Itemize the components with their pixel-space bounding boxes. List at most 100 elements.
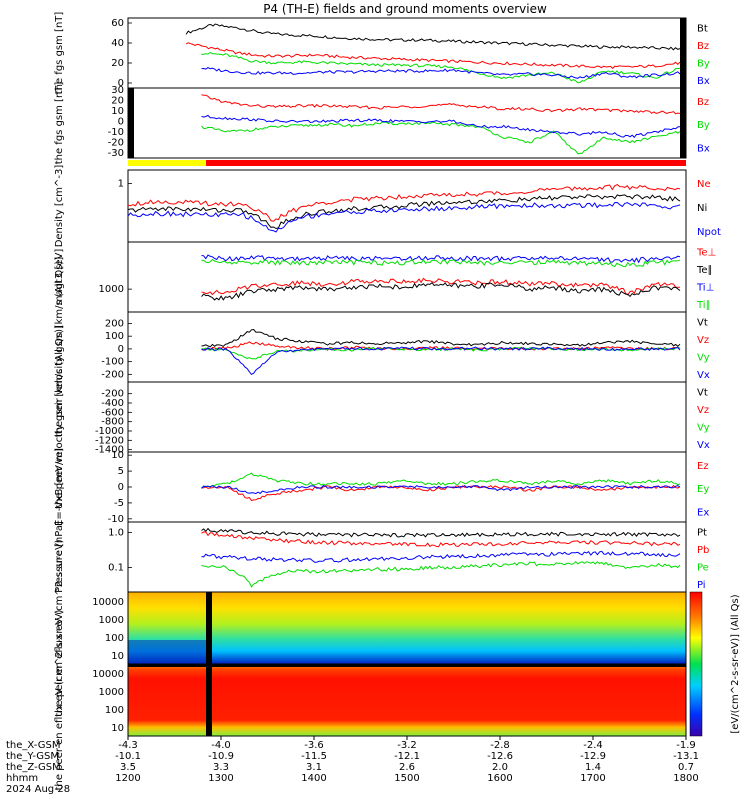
y-tick-label: -20 <box>108 137 124 148</box>
y-tick-label: 10 <box>111 651 124 662</box>
y-tick-label: 0.1 <box>108 563 124 574</box>
series-Pt-line <box>201 527 681 538</box>
footer: the_X-GSM -4.3 -4.0 -3.6 -3.2 -2.8 -2.4 -1.9 the… <box>6 736 699 795</box>
footer-value: -11.5 <box>301 751 327 762</box>
legend-Vt: Vt <box>697 388 708 399</box>
y-tick-label: -100 <box>101 357 124 368</box>
y-tick-label: -1400 <box>95 445 124 456</box>
legend-Npot: Npot <box>697 227 721 238</box>
legend-Bx: Bx <box>697 144 710 155</box>
legend-By: By <box>697 59 710 70</box>
series-Ni-line <box>127 194 681 230</box>
y-tick-label: 1000 <box>99 284 124 295</box>
y-tick-label: -10 <box>108 127 124 138</box>
y-tick-label: 100 <box>105 331 124 342</box>
series-Ne-line <box>127 184 681 222</box>
footer-value: 2.6 <box>399 762 415 773</box>
y-axis-label: Pressure [nPa] <box>54 521 65 593</box>
y-tick-label: -1000 <box>95 426 124 437</box>
legend-Bx: Bx <box>697 76 710 87</box>
series-By-line <box>201 51 681 84</box>
footer-value: 1300 <box>208 773 233 784</box>
y-tick-label: -600 <box>101 407 124 418</box>
series-Ez-line <box>201 484 681 502</box>
y-axis-label: the fgs gsm [nT] <box>54 12 65 95</box>
legend-Ey: Ey <box>697 484 709 495</box>
footer-value: 1200 <box>115 773 140 784</box>
footer-value: 0.7 <box>678 762 694 773</box>
series-Vx-line <box>201 346 681 376</box>
y-axis-label: the fgs gsm [nT] <box>54 82 65 165</box>
footer-row-label: the_X-GSM <box>6 740 60 751</box>
series-Bz-line <box>185 42 681 69</box>
legend-Te⊥: Te⊥ <box>696 248 716 259</box>
y-tick-label: 30 <box>111 85 124 96</box>
y-axis-label: E=-VxB [mV/m] <box>54 448 65 526</box>
footer-value: -10.9 <box>208 751 234 762</box>
mode-bar-slow <box>128 160 206 166</box>
colorbar-scale <box>689 591 703 737</box>
y-tick-label: 100 <box>105 705 124 716</box>
y-tick-label: -10 <box>108 514 124 525</box>
y-tick-label: 5 <box>118 466 124 477</box>
series-Ti∥-line <box>201 258 681 268</box>
legend-Vx: Vx <box>697 370 710 381</box>
y-tick-label: 1000 <box>99 615 124 626</box>
electron-spectrogram <box>127 663 687 737</box>
edge-bar <box>680 18 686 88</box>
edge-bar <box>680 88 686 158</box>
footer-value: -4.0 <box>211 740 231 751</box>
series-Bt-line <box>185 23 681 51</box>
footer-value: -13.1 <box>673 751 699 762</box>
series-Bx-line <box>201 114 681 139</box>
footer-value: -12.6 <box>487 751 513 762</box>
y-tick-label: 60 <box>111 18 124 29</box>
footer-value: -3.2 <box>397 740 417 751</box>
series-Pb-line <box>201 531 681 548</box>
series-Te∥-line <box>201 281 681 301</box>
y-tick-label: 1 <box>118 179 124 190</box>
footer-value: -10.1 <box>115 751 141 762</box>
legend-Vz: Vz <box>697 405 709 416</box>
footer-row-label: hhmm <box>6 773 38 784</box>
footer-date: 2024 Aug 28 <box>6 784 70 795</box>
footer-row-label: the_Y-GSM <box>6 751 59 762</box>
y-tick-label: 10 <box>111 450 124 461</box>
y-tick-label: 0 <box>118 344 124 355</box>
y-tick-label: 100 <box>105 633 124 644</box>
y-tick-label: 40 <box>111 38 124 49</box>
footer-value: 1700 <box>580 773 605 784</box>
figure-title: P4 (TH-E) fields and ground moments over… <box>263 2 547 16</box>
footer-value: 1600 <box>487 773 512 784</box>
legend-Vz: Vz <box>697 335 709 346</box>
y-tick-label: 10000 <box>92 669 124 680</box>
series-Vt-line <box>201 328 681 348</box>
footer-value: -12.9 <box>580 751 606 762</box>
panel-density: 1 Density [cm^-3] Ne Ni Npot <box>54 165 721 248</box>
series-Ey-line <box>201 472 681 488</box>
y-tick-label: -1200 <box>95 435 124 446</box>
series-Pi-line <box>201 550 681 563</box>
y-tick-label: 20 <box>111 96 124 107</box>
series-Pe-line <box>201 561 681 588</box>
footer-row-label: the_Z-GSM <box>6 762 61 773</box>
panel-efield: 10 5 0 -5 -10 E=-VxB [mV/m] Ez Ey Ex <box>54 448 709 526</box>
y-tick-label: 10 <box>111 106 124 117</box>
panel-pressure: 1.0 0.1 Pressure [nPa] Pt Pb Pe Pi <box>54 521 709 593</box>
footer-value: 1500 <box>394 773 419 784</box>
ion-spectrogram <box>127 591 687 665</box>
legend-Vt: Vt <box>697 318 708 329</box>
legend-Ni: Ni <box>697 203 707 214</box>
y-axis-label: the peer en eflux eV (cm^2-s-sr-eV) <box>54 610 65 791</box>
footer-value: -1.9 <box>676 740 696 751</box>
y-tick-label: 10 <box>111 723 124 734</box>
y-tick-label: 20 <box>111 58 124 69</box>
y-tick-label: -200 <box>101 389 124 400</box>
legend-By: By <box>697 120 710 131</box>
legend-Ti⊥: Ti⊥ <box>696 283 714 294</box>
y-tick-label: -200 <box>101 369 124 380</box>
panel-frame <box>127 241 687 313</box>
